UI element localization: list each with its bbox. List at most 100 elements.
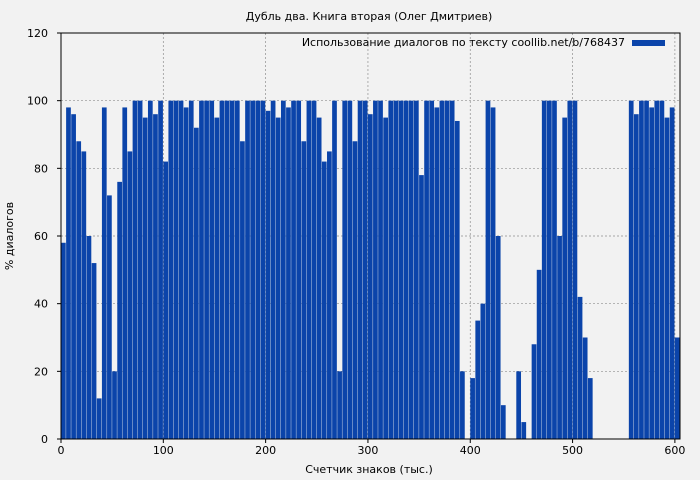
chart-title: Дубль два. Книга вторая (Олег Дмитриев) [246, 10, 493, 23]
bar [296, 100, 302, 440]
bar [204, 100, 209, 440]
bar [644, 100, 649, 440]
bar [194, 127, 199, 439]
bar [112, 371, 117, 439]
bar [669, 107, 675, 439]
bar [429, 100, 435, 440]
bar [398, 100, 404, 440]
bar [280, 100, 286, 440]
bar [434, 107, 440, 439]
bar [91, 263, 97, 439]
bar [536, 269, 542, 439]
bar [500, 405, 506, 439]
x-tick-label: 100 [153, 444, 174, 457]
bar [291, 100, 296, 440]
legend-swatch [632, 40, 665, 46]
bar [301, 141, 307, 439]
bar [101, 107, 107, 439]
bar [219, 100, 225, 440]
y-axis: 0 20 40 60 80 100 120 [27, 27, 61, 446]
bar [562, 117, 568, 439]
bar [373, 100, 378, 440]
bar [347, 100, 353, 440]
bar [147, 100, 153, 440]
bar [199, 100, 204, 440]
x-tick-label: 0 [58, 444, 65, 457]
bar [664, 117, 670, 439]
bar [419, 175, 424, 439]
bar [362, 100, 368, 440]
legend: Использование диалогов по тексту coollib… [302, 36, 665, 49]
bar [342, 100, 348, 440]
bar [321, 161, 327, 440]
bar [521, 422, 527, 439]
bar [413, 100, 419, 440]
bar [557, 236, 562, 439]
bar [485, 100, 491, 440]
bar [260, 100, 266, 440]
bar [582, 337, 588, 439]
bar [245, 100, 250, 440]
bar [332, 100, 337, 440]
y-tick-label: 60 [34, 230, 48, 243]
bar [234, 100, 240, 440]
bar [649, 107, 655, 439]
bar [639, 100, 644, 440]
bar [178, 100, 184, 440]
bar [408, 100, 414, 440]
x-tick-label: 500 [562, 444, 583, 457]
bar [229, 100, 235, 440]
y-tick-label: 120 [27, 27, 48, 40]
bar [546, 100, 552, 440]
bar [158, 100, 163, 440]
bar [224, 100, 230, 440]
bar [393, 100, 399, 440]
y-tick-label: 100 [27, 95, 48, 108]
bar [587, 378, 593, 439]
bar [449, 100, 455, 440]
bar [255, 100, 261, 440]
bar [337, 371, 342, 439]
y-axis-label: % диалогов [3, 202, 16, 270]
bar [168, 100, 174, 440]
bar [250, 100, 255, 440]
bar [383, 117, 389, 439]
bar [480, 303, 486, 439]
bar [490, 107, 496, 439]
bar [142, 117, 148, 439]
bar [183, 107, 189, 439]
bar [188, 100, 194, 440]
bar [552, 100, 557, 440]
y-tick-label: 80 [34, 162, 48, 175]
bar [470, 378, 475, 439]
bar [209, 100, 215, 440]
bar [567, 100, 573, 440]
bar [378, 100, 383, 440]
bar [127, 151, 133, 439]
bar [132, 100, 138, 440]
legend-label: Использование диалогов по тексту coollib… [302, 36, 625, 49]
bar [306, 100, 312, 440]
bar [424, 100, 429, 440]
bar [137, 100, 143, 440]
bar [286, 107, 291, 439]
bar [270, 100, 276, 440]
bar [316, 117, 322, 439]
bar [76, 141, 82, 439]
bar [311, 100, 317, 440]
bar [388, 100, 394, 440]
y-tick-label: 20 [34, 365, 48, 378]
bar [516, 371, 522, 439]
x-tick-label: 200 [255, 444, 276, 457]
bar [327, 151, 332, 439]
bar [214, 117, 220, 439]
bar [117, 181, 122, 439]
bar [240, 141, 245, 439]
x-tick-label: 400 [460, 444, 481, 457]
bar [531, 344, 537, 439]
bar [265, 110, 271, 440]
bar [107, 195, 112, 439]
y-tick-label: 0 [41, 433, 48, 446]
bar [654, 100, 660, 440]
bar [444, 100, 450, 440]
